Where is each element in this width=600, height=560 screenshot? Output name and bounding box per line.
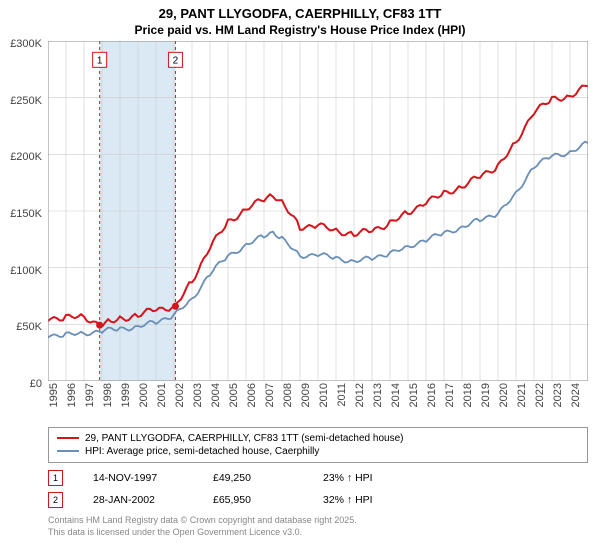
y-tick-label: £300K <box>10 38 42 50</box>
sale-row: 2 28-JAN-2002 £65,950 32% ↑ HPI <box>48 489 588 511</box>
sale-price: £49,250 <box>213 472 293 484</box>
y-tick-label: £50K <box>16 321 42 333</box>
x-tick-label: 2013 <box>372 383 384 407</box>
sale-marker-box: 1 <box>48 470 63 486</box>
container: 29, PANT LLYGODFA, CAERPHILLY, CF83 1TT … <box>0 0 600 560</box>
x-tick-label: 2002 <box>174 383 186 407</box>
sale-records: 1 14-NOV-1997 £49,250 23% ↑ HPI 2 28-JAN… <box>48 467 588 511</box>
y-tick-label: £100K <box>10 265 42 277</box>
legend-item-price: 29, PANT LLYGODFA, CAERPHILLY, CF83 1TT … <box>57 432 579 445</box>
sale-date: 28-JAN-2002 <box>93 494 183 506</box>
svg-text:1: 1 <box>97 55 103 66</box>
x-tick-label: 2022 <box>534 383 546 407</box>
chart-title: 29, PANT LLYGODFA, CAERPHILLY, CF83 1TT <box>0 0 600 23</box>
sale-hpi-diff: 32% ↑ HPI <box>323 494 403 506</box>
line-chart: 12 <box>48 41 588 381</box>
x-tick-label: 1996 <box>66 383 78 407</box>
sale-date: 14-NOV-1997 <box>93 472 183 484</box>
x-tick-label: 2020 <box>498 383 510 407</box>
attribution-line1: Contains HM Land Registry data © Crown c… <box>48 515 588 527</box>
x-tick-label: 1998 <box>102 383 114 407</box>
svg-text:2: 2 <box>173 55 179 66</box>
x-tick-label: 2018 <box>462 383 474 407</box>
x-tick-label: 2001 <box>156 383 168 407</box>
x-tick-label: 1999 <box>120 383 132 407</box>
x-tick-label: 2019 <box>480 383 492 407</box>
x-tick-label: 2011 <box>336 383 348 407</box>
sale-hpi-diff: 23% ↑ HPI <box>323 472 403 484</box>
x-tick-label: 2014 <box>390 383 402 407</box>
legend-label-hpi: HPI: Average price, semi-detached house,… <box>85 446 319 457</box>
chart-area: 12 <box>48 41 588 381</box>
legend: 29, PANT LLYGODFA, CAERPHILLY, CF83 1TT … <box>48 427 588 463</box>
x-tick-label: 2015 <box>408 383 420 407</box>
chart-subtitle: Price paid vs. HM Land Registry's House … <box>0 23 600 41</box>
x-tick-label: 2007 <box>264 383 276 407</box>
attribution: Contains HM Land Registry data © Crown c… <box>48 515 588 538</box>
x-tick-label: 2005 <box>228 383 240 407</box>
x-tick-label: 1997 <box>84 383 96 407</box>
x-tick-label: 2010 <box>318 383 330 407</box>
x-tick-label: 2017 <box>444 383 456 407</box>
y-tick-label: £0 <box>30 378 42 390</box>
x-tick-label: 2016 <box>426 383 438 407</box>
y-tick-label: £150K <box>10 208 42 220</box>
x-tick-label: 2003 <box>192 383 204 407</box>
x-tick-label: 2021 <box>516 383 528 407</box>
x-tick-label: 2000 <box>138 383 150 407</box>
legend-swatch-hpi <box>57 450 79 452</box>
x-tick-label: 2004 <box>210 383 222 407</box>
x-tick-label: 2023 <box>552 383 564 407</box>
legend-swatch-price <box>57 437 79 439</box>
x-tick-label: 2024 <box>570 383 582 407</box>
attribution-line2: This data is licensed under the Open Gov… <box>48 527 588 539</box>
x-tick-label: 2009 <box>300 383 312 407</box>
sale-price: £65,950 <box>213 494 293 506</box>
x-tick-label: 1995 <box>48 383 60 407</box>
x-axis-labels: 1995 1996 1997 1998 1999 2000 2001 2002 2003 2004… <box>48 381 588 425</box>
y-tick-label: £200K <box>10 151 42 163</box>
sale-marker-box: 2 <box>48 492 63 508</box>
legend-label-price: 29, PANT LLYGODFA, CAERPHILLY, CF83 1TT … <box>85 433 403 444</box>
y-axis-labels: £0£50K£100K£150K£200K£250K£300K <box>0 44 46 384</box>
sale-row: 1 14-NOV-1997 £49,250 23% ↑ HPI <box>48 467 588 489</box>
legend-item-hpi: HPI: Average price, semi-detached house,… <box>57 445 579 458</box>
x-tick-label: 2012 <box>354 383 366 407</box>
y-tick-label: £250K <box>10 95 42 107</box>
x-tick-label: 2008 <box>282 383 294 407</box>
x-tick-label: 2006 <box>246 383 258 407</box>
